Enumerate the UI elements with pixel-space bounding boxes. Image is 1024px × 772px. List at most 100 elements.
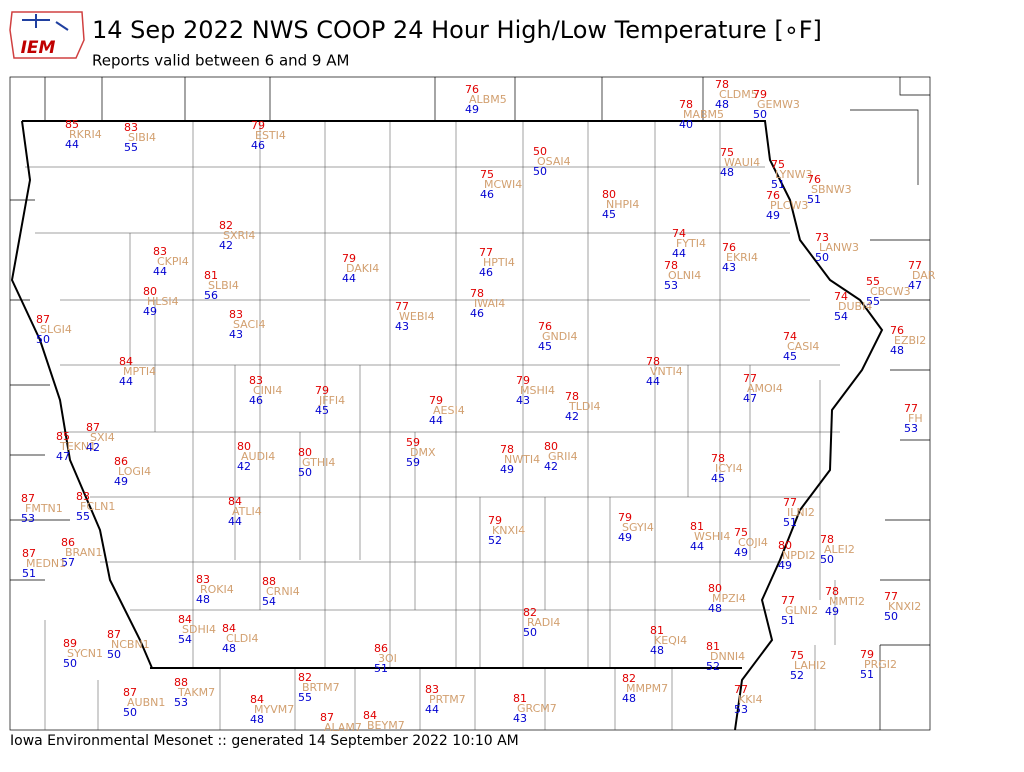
- station-id: WEBI4: [399, 310, 435, 323]
- high-temp: 50: [533, 145, 547, 158]
- low-temp: 52: [488, 534, 502, 547]
- high-temp: 84: [363, 709, 377, 722]
- high-temp: 76: [766, 189, 780, 202]
- station-id: AESI4: [433, 404, 465, 417]
- high-temp: 75: [790, 649, 804, 662]
- station-id: JFFI4: [318, 394, 345, 407]
- logo-text: IEM: [21, 38, 56, 58]
- high-temp: 88: [174, 676, 188, 689]
- low-temp: 50: [36, 333, 50, 346]
- station-id: VNTI4: [650, 365, 683, 378]
- low-temp: 50: [815, 251, 829, 264]
- low-temp: 48: [720, 166, 734, 179]
- station-id: DUBI4: [838, 300, 872, 313]
- high-temp: 82: [523, 606, 537, 619]
- high-temp: 79: [618, 511, 632, 524]
- station-id: ILNI2: [787, 506, 815, 519]
- station-id: ATLI4: [232, 505, 262, 518]
- low-temp: 48: [196, 593, 210, 606]
- high-temp: 77: [781, 594, 795, 607]
- high-temp: 78: [664, 259, 678, 272]
- low-temp: 55: [124, 141, 138, 154]
- low-temp: 44: [342, 272, 356, 285]
- station-id: HPTI4: [483, 256, 515, 269]
- station-id: KKI4: [738, 693, 763, 706]
- low-temp: 48: [222, 642, 236, 655]
- low-temp: 48: [650, 644, 664, 657]
- high-temp: 75: [720, 146, 734, 159]
- low-temp: 46: [251, 139, 265, 152]
- high-temp: 87: [320, 711, 334, 724]
- high-temp: 76: [465, 83, 479, 96]
- high-temp: 83: [196, 573, 210, 586]
- low-temp: 48: [622, 692, 636, 705]
- station-id: CASI4: [787, 340, 819, 353]
- high-temp: 81: [204, 269, 218, 282]
- low-temp: 50: [753, 108, 767, 121]
- low-temp: 55: [866, 295, 880, 308]
- high-temp: 78: [715, 78, 729, 91]
- high-temp: 80: [544, 440, 558, 453]
- border-lines: [10, 77, 930, 730]
- station-id: SYCN1: [67, 647, 103, 660]
- station-id: DAR: [912, 269, 936, 282]
- high-temp: 84: [178, 613, 192, 626]
- high-temp: 77: [783, 496, 797, 509]
- high-temp: 77: [884, 590, 898, 603]
- low-temp: 50: [884, 610, 898, 623]
- high-temp: 76: [890, 324, 904, 337]
- low-temp: 47: [743, 392, 757, 405]
- low-temp: 54: [834, 310, 848, 323]
- station-id: MEDN1: [26, 557, 66, 570]
- station-id: CINI4: [253, 384, 282, 397]
- low-temp: 51: [374, 662, 388, 675]
- station-id: SDHI4: [182, 623, 216, 636]
- high-temp: 79: [753, 88, 767, 101]
- station-id: TAKM7: [177, 686, 215, 699]
- station-id: MSHI4: [520, 384, 555, 397]
- logo-outline: [9, 11, 85, 59]
- station-id: DNNI4: [710, 650, 745, 663]
- low-temp: 42: [544, 460, 558, 473]
- station-id: LOGI4: [118, 465, 151, 478]
- station-id: GNDI4: [542, 330, 577, 343]
- high-temp: 87: [36, 313, 50, 326]
- low-temp: 46: [249, 394, 263, 407]
- station-id: TEKN1: [59, 440, 96, 453]
- low-temp: 42: [237, 460, 251, 473]
- high-temp: 77: [395, 300, 409, 313]
- high-temp: 88: [262, 575, 276, 588]
- low-temp: 44: [153, 265, 167, 278]
- high-temp: 84: [222, 622, 236, 635]
- low-temp: 40: [679, 118, 693, 131]
- high-temp: 82: [622, 672, 636, 685]
- high-temp: 76: [538, 320, 552, 333]
- station-id: CRNI4: [266, 585, 300, 598]
- station-id: BRAN1: [65, 546, 103, 559]
- high-temp: 76: [807, 173, 821, 186]
- high-temp: 78: [646, 355, 660, 368]
- station-id: CLDI4: [226, 632, 259, 645]
- station-id: ESTI4: [255, 129, 286, 142]
- station-id: ROKI4: [200, 583, 234, 596]
- station-id: 3OI: [378, 652, 397, 665]
- high-temp: 78: [565, 390, 579, 403]
- station-id: WAUI4: [724, 156, 760, 169]
- low-temp: 51: [771, 178, 785, 191]
- low-temp: 48: [890, 344, 904, 357]
- station-id: FYTI4: [676, 237, 706, 250]
- high-temp: 80: [708, 582, 722, 595]
- station-id: GRII4: [548, 450, 578, 463]
- station-id: SACI4: [233, 318, 265, 331]
- low-temp: 42: [565, 410, 579, 423]
- stations: 76ALBM54978CLDM54879GEMW35078MABM54085RK…: [21, 78, 936, 734]
- station-id: MMPM7: [626, 682, 668, 695]
- low-temp: 51: [807, 193, 821, 206]
- low-temp: 51: [860, 668, 874, 681]
- low-temp: 46: [470, 307, 484, 320]
- station-id: PRTM7: [429, 693, 466, 706]
- high-temp: 80: [778, 539, 792, 552]
- high-temp: 79: [516, 374, 530, 387]
- station-id: DAKI4: [346, 262, 379, 275]
